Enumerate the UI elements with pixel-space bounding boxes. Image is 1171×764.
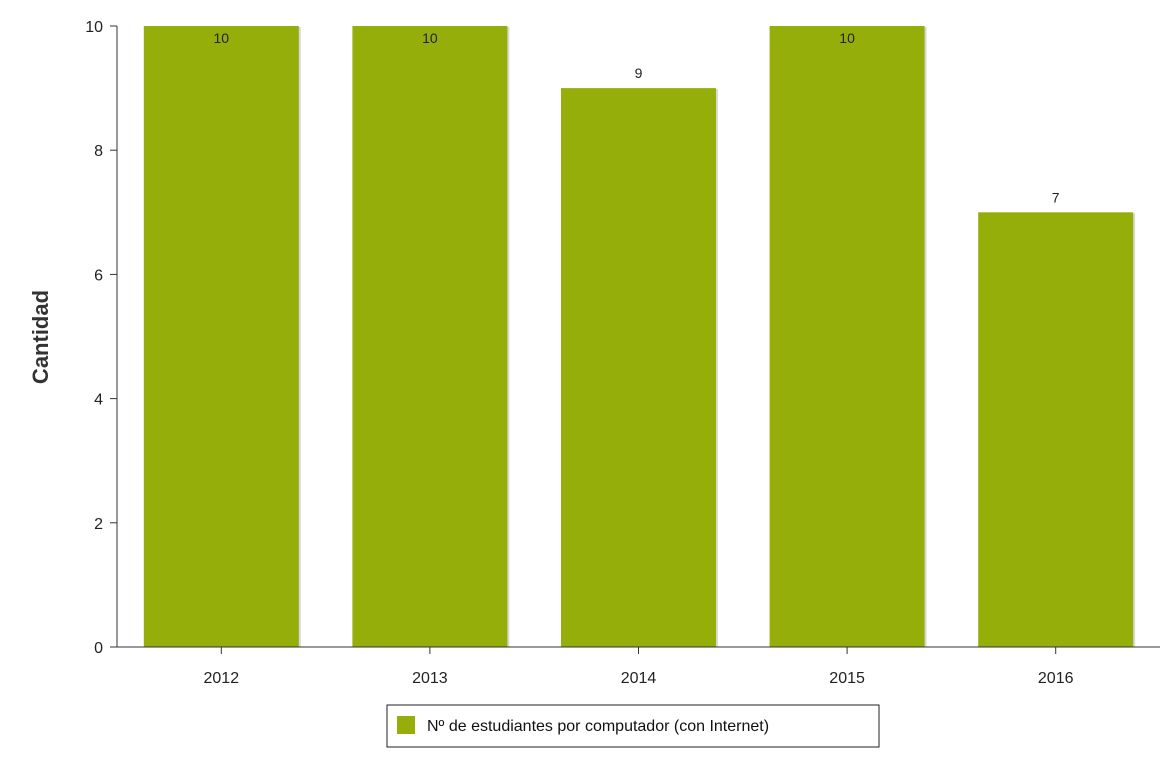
x-tick-label-2012: 2012 (204, 670, 240, 687)
x-tick-label-2014: 2014 (621, 670, 657, 687)
bar-2012 (144, 26, 299, 647)
legend: Nº de estudiantes por computador (con In… (387, 705, 879, 747)
x-tick-label-2015: 2015 (829, 670, 865, 687)
data-label-2014: 9 (635, 65, 643, 81)
y-tick-label-2: 2 (94, 516, 103, 533)
bar-2016 (978, 212, 1133, 647)
legend-label: Nº de estudiantes por computador (con In… (427, 718, 769, 735)
data-label-2016: 7 (1052, 189, 1060, 205)
y-tick-label-0: 0 (94, 640, 103, 657)
y-tick-label-6: 6 (94, 267, 103, 284)
bar-2015 (770, 26, 925, 647)
bar-2014 (561, 88, 716, 647)
bar-2013 (352, 26, 507, 647)
y-tick-label-8: 8 (94, 143, 103, 160)
y-axis-title: Cantidad (28, 290, 53, 384)
legend-swatch (397, 716, 415, 734)
y-tick-label-4: 4 (94, 392, 103, 409)
data-label-2015: 10 (839, 30, 855, 46)
x-tick-label-2013: 2013 (412, 670, 448, 687)
data-label-2012: 10 (214, 30, 230, 46)
data-label-2013: 10 (422, 30, 438, 46)
x-tick-label-2016: 2016 (1038, 670, 1074, 687)
y-tick-label-10: 10 (85, 19, 103, 36)
